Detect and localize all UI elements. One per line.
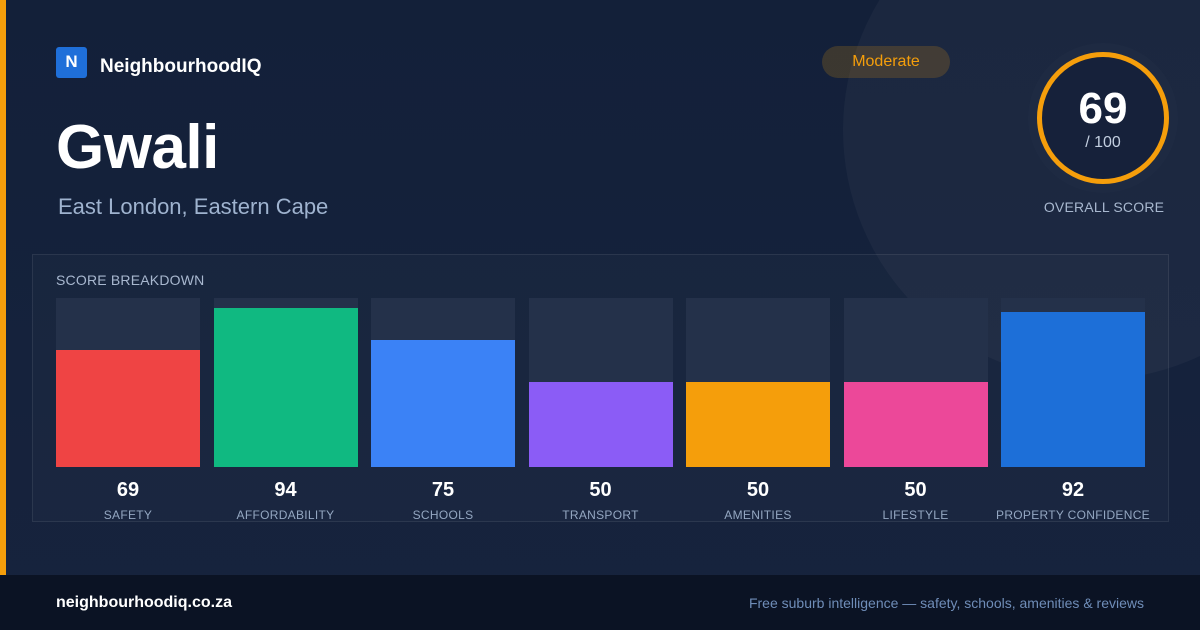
overall-score-value: 69	[1078, 84, 1128, 133]
bar-column-amenities: 50 AMENITIES	[686, 298, 830, 522]
bar-value-label: 50	[589, 479, 612, 501]
bar-category-label: AMENITIES	[724, 508, 792, 522]
bar-track	[56, 298, 200, 467]
bar-fill	[213, 308, 358, 467]
overall-score-caption: OVERALL SCORE	[1043, 199, 1165, 215]
brand-logo-icon: N	[56, 46, 87, 78]
bar-category-label: PROPERTY CONFIDENCE	[996, 508, 1150, 522]
suburb-location: East London, Eastern Cape	[58, 194, 329, 219]
accent-stripe	[0, 0, 6, 575]
overall-score-max: / 100	[1085, 134, 1121, 151]
bar-fill	[686, 382, 830, 467]
bar-value-label: 50	[904, 479, 927, 501]
bar-fill	[1001, 312, 1145, 467]
breakdown-title: SCORE BREAKDOWN	[56, 272, 205, 288]
bar-column-affordability: 94 AFFORDABILITY	[213, 298, 358, 522]
bar-track	[528, 298, 673, 467]
overall-score-ring-inner: 69 / 100	[1037, 52, 1169, 184]
bar-value-label: 75	[431, 479, 455, 501]
rating-badge: Moderate	[822, 46, 950, 78]
brand-name: NeighbourhoodIQ	[100, 56, 262, 77]
bar-value-label: 69	[116, 479, 140, 501]
bar-track	[1001, 298, 1145, 467]
footer-url-link[interactable]: neighbourhoodiq.co.za	[56, 593, 232, 611]
bar-track	[371, 298, 515, 467]
bar-category-label: AFFORDABILITY	[236, 508, 335, 522]
footer-tagline: Free suburb intelligence — safety, schoo…	[748, 594, 1144, 611]
bar-fill	[843, 382, 988, 467]
overall-score-ring: 69 / 100	[1028, 43, 1178, 193]
footer: neighbourhoodiq.co.za Free suburb intell…	[0, 575, 1200, 630]
bar-fill	[371, 340, 515, 467]
bar-column-safety: 69 SAFETY	[56, 298, 200, 522]
bar-value-label: 92	[1061, 479, 1085, 501]
bar-column-transport: 50 TRANSPORT	[528, 298, 673, 522]
bar-track	[686, 298, 830, 467]
bar-fill	[56, 350, 200, 467]
bar-value-label: 94	[274, 479, 297, 501]
bar-column-property-confidence: 92 PROPERTY CONFIDENCE	[996, 298, 1150, 522]
bar-value-label: 50	[746, 479, 770, 501]
bar-track	[213, 298, 358, 467]
bar-category-label: TRANSPORT	[562, 508, 639, 522]
bar-track	[843, 298, 988, 467]
brand[interactable]: N NeighbourhoodIQ	[56, 46, 261, 78]
suburb-title: Gwali	[56, 113, 219, 182]
score-breakdown-panel: SCORE BREAKDOWN 69 SAFETY 94 AFFORDABILITY 7…	[32, 254, 1169, 522]
bar-category-label: SAFETY	[103, 508, 153, 522]
bar-column-lifestyle: 50 LIFESTYLE	[843, 298, 988, 522]
bar-category-label: LIFESTYLE	[882, 508, 949, 522]
score-bar-chart: 69 SAFETY 94 AFFORDABILITY 75 SCHOOLS 50 TRANSP…	[56, 298, 1150, 522]
bar-fill	[528, 382, 673, 467]
bar-column-schools: 75 SCHOOLS	[371, 298, 515, 522]
bar-category-label: SCHOOLS	[412, 508, 474, 522]
